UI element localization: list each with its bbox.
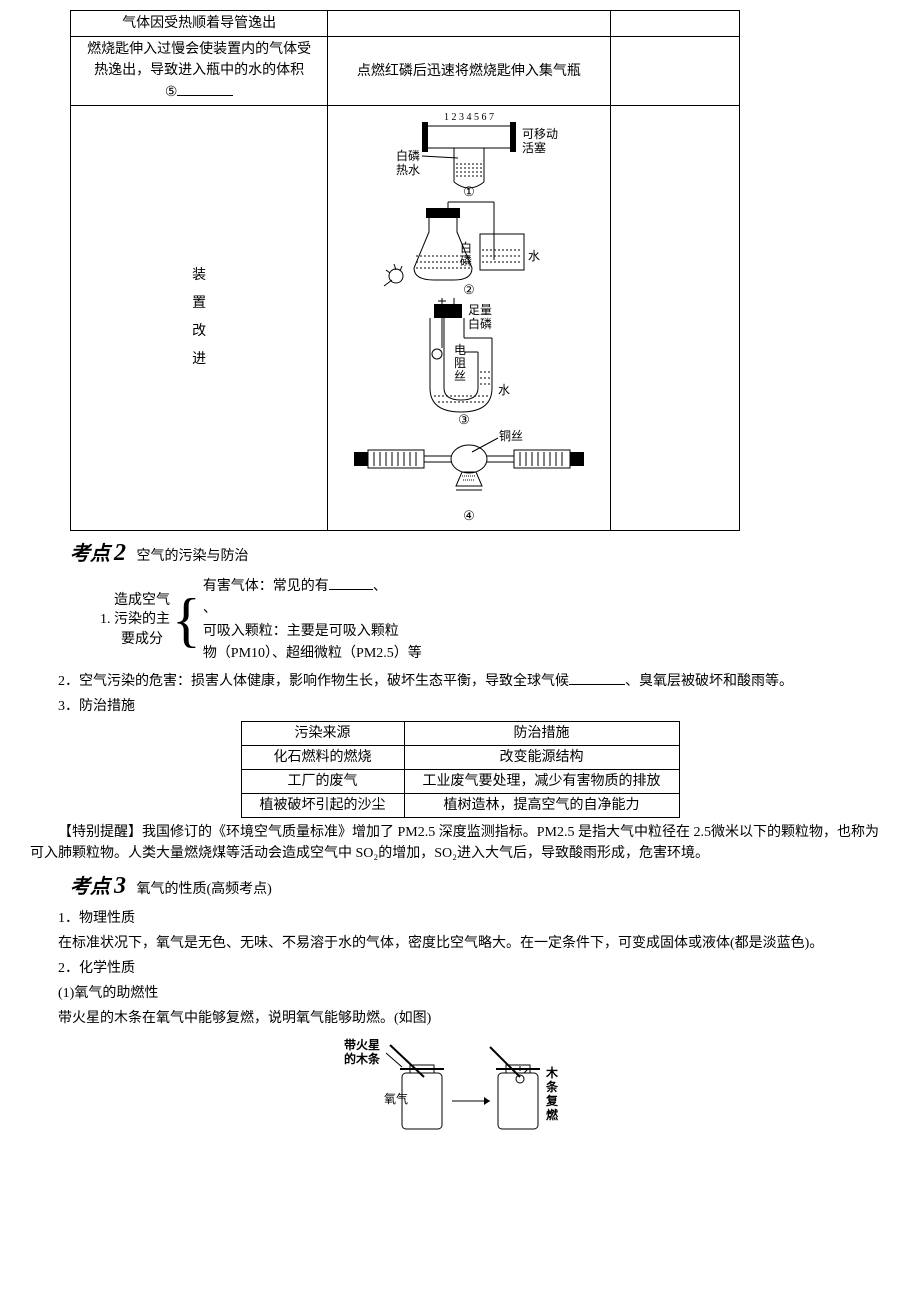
cell-r2c3 [610, 37, 739, 106]
brace-glyph: { [172, 590, 201, 650]
figr2: 条 [545, 1079, 559, 1094]
cell-r2c1-line2: 热逸出，导致进入瓶中的水的体积 [77, 60, 321, 81]
d3-label-r2: 阻 [454, 356, 466, 370]
k3-p2b: 带火星的木条在氧气中能够复燃，说明氧气能够助燃。(如图) [30, 1008, 890, 1029]
kaodian3-title: 氧气的性质(高频考点) [137, 882, 272, 897]
kaodian2-brace-content: 有害气体：常见的有、 、 可吸入颗粒：主要是可吸入颗粒 物（PM10）、超细微粒… [203, 575, 422, 666]
d3-label-r1: 电 [454, 343, 466, 357]
page-root: 气体因受热顺着导管逸出 燃烧匙伸入过慢会使装置内的气体受 热逸出，导致进入瓶中的… [0, 0, 920, 1190]
d1-label-right1: 可移动 [522, 127, 558, 141]
d3-label-top1: 足量 [468, 303, 492, 317]
kaodian2-title: 空气的污染与防治 [137, 549, 249, 564]
d3-label-water: 水 [498, 383, 510, 397]
d3-num: ③ [458, 412, 470, 427]
k2t-r1c1: 化石燃料的燃烧 [241, 745, 404, 769]
vertical-label: 装 置 改 进 [77, 262, 321, 374]
k2t-r3c2: 植树造林，提高空气的自净能力 [404, 793, 679, 817]
d3-label-top2: 白磷 [468, 316, 492, 331]
vlabel-3: 改 [192, 318, 206, 346]
kaodian3-tag: 考点 [70, 872, 110, 902]
d2-num: ② [463, 282, 475, 297]
bc2b: 物（PM10）、超细微粒（PM2.5）等 [203, 643, 422, 665]
d1-num: ① [463, 184, 475, 198]
kaodian2-tip: 【特别提醒】我国修订的《环境空气质量标准》增加了 PM2.5 深度监测指标。PM… [30, 822, 890, 864]
diagram-1: 1 2 3 4 5 6 7 白磷 热水 可移动 [364, 108, 574, 198]
diagram-4: 铜丝 [344, 428, 594, 528]
cell-r3c2-diagrams: 1 2 3 4 5 6 7 白磷 热水 可移动 [328, 106, 610, 531]
bl2: 污染的主 [114, 612, 170, 627]
cell-r1c2 [328, 11, 610, 37]
k2t-r2c1: 工厂的废气 [241, 769, 404, 793]
bc2a: 可吸入颗粒：主要是可吸入颗粒 [203, 621, 422, 643]
kaodian3-num: 3 [114, 873, 126, 899]
k2t-h2: 防治措施 [404, 721, 679, 745]
k3-p1: 1．物理性质 [30, 908, 890, 929]
kaodian2-tag: 考点 [70, 539, 110, 569]
k2t-r2c2: 工业废气要处理，减少有害物质的排放 [404, 769, 679, 793]
vlabel-1: 装 [192, 262, 206, 290]
d1-label-right2: 活塞 [522, 140, 546, 155]
bc1: 有害气体：常见的有、 [203, 575, 422, 598]
kaodian2-num: 2 [114, 540, 126, 566]
cell-r1c3 [610, 11, 739, 37]
top-table: 气体因受热顺着导管逸出 燃烧匙伸入过慢会使装置内的气体受 热逸出，导致进入瓶中的… [70, 10, 740, 531]
kaodian2-header: 考点2 空气的污染与防治 [70, 535, 890, 571]
cell-r2c1-line3: ⑤ [77, 81, 321, 103]
cell-r1c1: 气体因受热顺着导管逸出 [71, 11, 328, 37]
cell-r3c1: 装 置 改 进 [71, 106, 328, 531]
kaodian2-brace-label: 造成空气 污染的主 要成分 [114, 591, 170, 650]
figl2: 的木条 [344, 1051, 381, 1066]
k2t-h1: 污染来源 [241, 721, 404, 745]
k3-p2a: (1)氧气的助燃性 [30, 983, 890, 1004]
cell-r2c1: 燃烧匙伸入过慢会使装置内的气体受 热逸出，导致进入瓶中的水的体积 ⑤ [71, 37, 328, 106]
k3-p2: 2．化学性质 [30, 958, 890, 979]
d2-label-baip: 白 [460, 240, 472, 255]
kaodian2-p3: 3．防治措施 [30, 696, 890, 717]
d1-label-left2: 热水 [396, 163, 420, 177]
k2t-r1c2: 改变能源结构 [404, 745, 679, 769]
d1-ticks: 1 2 3 4 5 6 7 [444, 112, 494, 123]
vlabel-2: 置 [192, 290, 206, 318]
kaodian2-p2: 2．空气污染的危害：损害人体健康，影响作物生长，破坏生态平衡，导致全球气候、臭氧… [30, 670, 890, 692]
cell-r3c3 [610, 106, 739, 531]
d3-label-r3: 丝 [454, 369, 466, 383]
figr4: 燃 [546, 1107, 559, 1122]
oxygen-figure: 带火星 的木条 氧气 木 条 复 [340, 1033, 580, 1143]
bc1b: 、 [203, 598, 422, 620]
kaodian2-table: 污染来源 防治措施 化石燃料的燃烧 改变能源结构 工厂的废气 工业废气要处理，减… [241, 721, 680, 818]
bl3: 要成分 [121, 632, 163, 647]
cell-r2c2: 点燃红磷后迅速将燃烧匙伸入集气瓶 [328, 37, 610, 106]
figr1: 木 [545, 1065, 559, 1080]
k3-p1body: 在标准状况下，氧气是无色、无味、不易溶于水的气体，密度比空气略大。在一定条件下，… [30, 933, 890, 954]
kaodian3-header: 考点3 氧气的性质(高频考点) [70, 868, 890, 904]
figl1: 带火星 [344, 1037, 380, 1052]
k2t-r3c1: 植被破坏引起的沙尘 [241, 793, 404, 817]
d2-label-water: 水 [528, 249, 540, 263]
diagram-3: 足量 白磷 电 阻 丝 水 ③ [364, 298, 574, 428]
diagram-2: 白 磷 水 ② [364, 198, 574, 298]
vlabel-4: 进 [192, 346, 206, 374]
k3-figure: 带火星 的木条 氧气 木 条 复 [30, 1033, 890, 1150]
d4-num: ④ [463, 508, 475, 523]
kaodian2-listnum: 1. [100, 610, 114, 630]
d2-label-baip2: 磷 [460, 253, 472, 268]
figl3: 氧气 [384, 1091, 408, 1106]
figr3: 复 [545, 1093, 559, 1108]
d4-label: 铜丝 [499, 428, 523, 443]
cell-r2c1-line1: 燃烧匙伸入过慢会使装置内的气体受 [77, 39, 321, 60]
d1-label-left1: 白磷 [396, 148, 420, 163]
kaodian2-brace: 1. 造成空气 污染的主 要成分 { 有害气体：常见的有、 、 可吸入颗粒：主要… [100, 575, 890, 666]
bl1: 造成空气 [114, 593, 170, 608]
